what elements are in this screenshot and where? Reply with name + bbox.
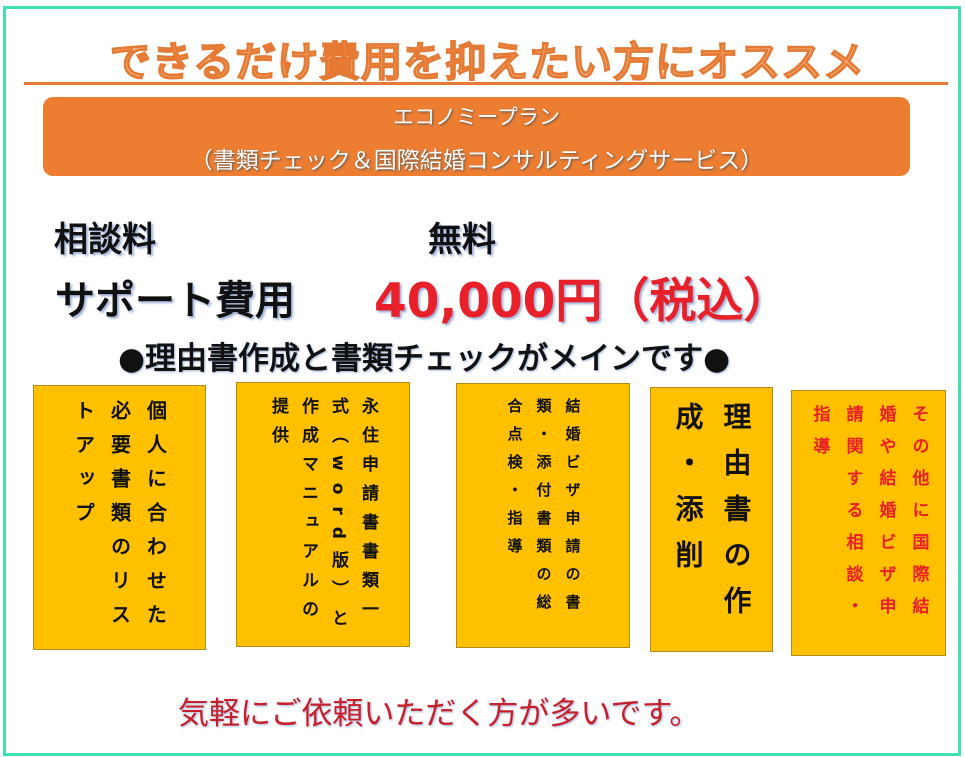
main-point: ●理由書作成と書類チェックがメインです● (118, 341, 731, 377)
service-text: 永住申請書書類一式（word版）と作成マニュアルの提供 (268, 397, 378, 638)
footer-note: 気軽にご依頼いただく方が多いです。 (178, 696, 701, 732)
service-box-1: 個人に合わせた必要書類のリストアップ (33, 385, 206, 650)
service-box-5: その他に国際結婚や結婚ビザ申請関する相談・指導 (791, 390, 946, 656)
headline-underline (24, 82, 948, 85)
plan-detail: （書類チェック＆国際結婚コンサルティングサービス） (189, 148, 764, 174)
support-price: 40,000円（税込） (374, 274, 791, 329)
service-text: 結婚ビザ申請の書類・添付書類の総合点検・指導 (505, 398, 582, 622)
service-box-2: 永住申請書書類一式（word版）と作成マニュアルの提供 (236, 382, 410, 647)
service-text: 個人に合わせた必要書類のリストアップ (71, 400, 168, 638)
plan-banner: エコノミープラン （書類チェック＆国際結婚コンサルティングサービス） (43, 97, 910, 176)
plan-name: エコノミープラン (393, 105, 560, 129)
consultation-label: 相談料 (54, 220, 156, 260)
consultation-value: 無料 (428, 220, 496, 260)
headline: できるだけ費用を抑えたい方にオススメ (109, 37, 866, 87)
support-label: サポート費用 (55, 278, 295, 324)
page-frame (3, 6, 961, 756)
service-text: 理由書の作成・添削 (671, 402, 753, 632)
service-text: その他に国際結婚や結婚ビザ申請関する相談・指導 (809, 405, 929, 629)
service-box-4: 理由書の作成・添削 (650, 387, 773, 652)
service-box-3: 結婚ビザ申請の書類・添付書類の総合点検・指導 (456, 383, 630, 648)
